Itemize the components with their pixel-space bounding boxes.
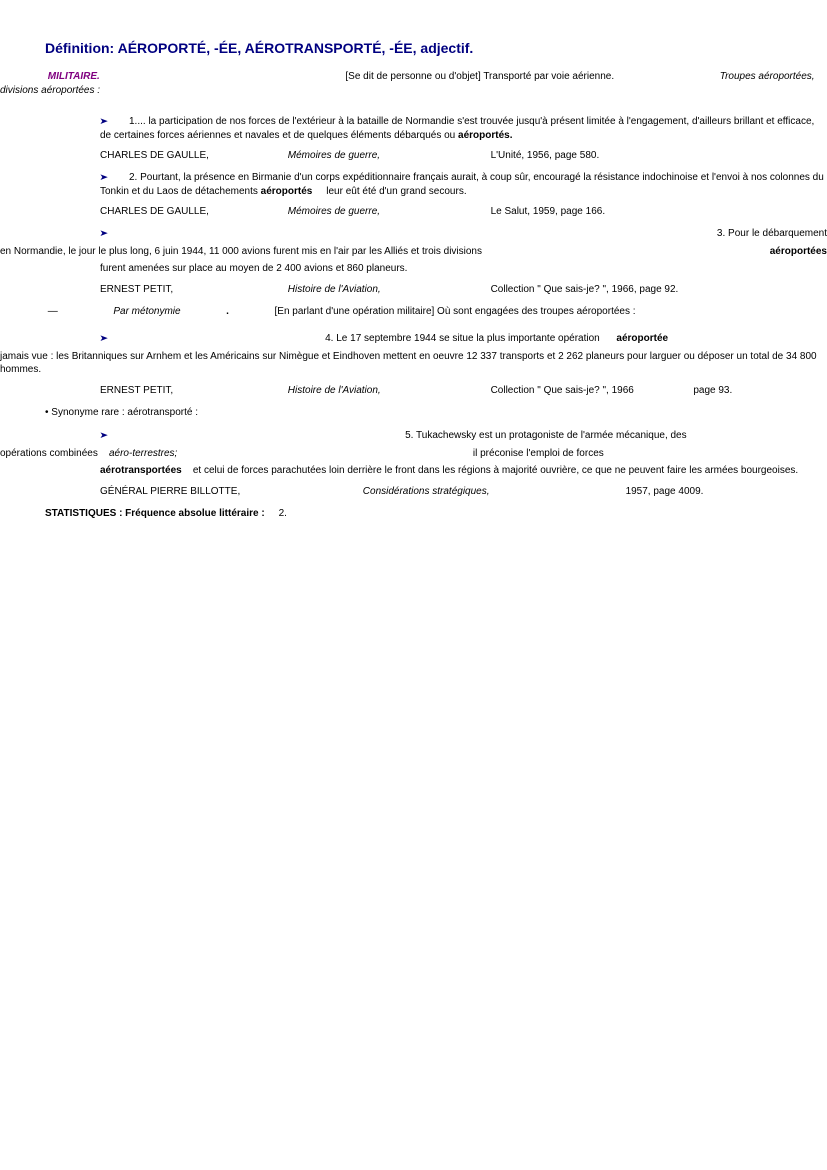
definition-line: MILITAIRE. [Se dit de personne ou d'obje… bbox=[0, 70, 827, 97]
example-5-line2: opérations combinées aéro-terrestres; il… bbox=[0, 447, 827, 461]
example-5-text-c: il préconise l'emploi de forces bbox=[473, 448, 604, 459]
example-3-keyword: aéroportées bbox=[770, 246, 827, 257]
citation-work: Histoire de l'Aviation, bbox=[288, 385, 488, 396]
arrow-icon: ➤ bbox=[99, 115, 108, 127]
citation-source: L'Unité, 1956, page 580. bbox=[491, 150, 791, 161]
synonym-label: • Synonyme rare : aérotransporté : bbox=[45, 407, 198, 418]
example-4-text-c: jamais vue : les Britanniques sur Arnhem… bbox=[0, 351, 817, 376]
citation-author: GÉNÉRAL PIERRE BILLOTTE, bbox=[100, 486, 360, 497]
metonymy-dot: . bbox=[226, 306, 229, 317]
domain-label: MILITAIRE. bbox=[48, 71, 100, 82]
example-5-line3: aérotransportées et celui de forces para… bbox=[0, 464, 827, 478]
example-4-text-a: 4. Le 17 septembre 1944 se situe la plus… bbox=[325, 333, 602, 344]
citation-author: ERNEST PETIT, bbox=[100, 385, 285, 396]
citation-2: CHARLES DE GAULLE, Mémoires de guerre, L… bbox=[100, 206, 827, 217]
example-3-cont: furent amenées sur place au moyen de 2 4… bbox=[0, 262, 827, 276]
example-1-keyword: aéroportés. bbox=[458, 130, 512, 141]
citation-work: Considérations stratégiques, bbox=[363, 486, 623, 497]
citation-5: GÉNÉRAL PIERRE BILLOTTE, Considérations … bbox=[100, 486, 827, 497]
citation-3: ERNEST PETIT, Histoire de l'Aviation, Co… bbox=[100, 284, 827, 295]
example-3-text-c: furent amenées sur place au moyen de 2 4… bbox=[100, 263, 407, 274]
citation-1: CHARLES DE GAULLE, Mémoires de guerre, L… bbox=[100, 150, 827, 161]
example-3-text-a-part1: 3. Pour le débarquement bbox=[717, 228, 827, 239]
example-3: en Normandie, le jour le plus long, 6 ju… bbox=[0, 245, 827, 259]
example-5-keyword-2: aérotransportées bbox=[100, 465, 182, 476]
stats-label: STATISTIQUES : Fréquence absolue littéra… bbox=[45, 508, 265, 519]
metonymy-def: [En parlant d'une opération militaire] O… bbox=[275, 306, 636, 317]
example-2-keyword: aéroportés bbox=[261, 186, 313, 197]
citation-source-b: page 93. bbox=[693, 385, 732, 396]
definition-bracket: [Se dit de personne ou d'objet] Transpor… bbox=[345, 71, 614, 82]
synonym-line: • Synonyme rare : aérotransporté : bbox=[45, 406, 827, 420]
statistics-line: STATISTIQUES : Fréquence absolue littéra… bbox=[45, 507, 827, 521]
citation-source: Le Salut, 1959, page 166. bbox=[491, 206, 791, 217]
citation-4: ERNEST PETIT, Histoire de l'Aviation, Co… bbox=[100, 385, 827, 396]
citation-work: Mémoires de guerre, bbox=[288, 150, 488, 161]
citation-source-a: Collection " Que sais-je? ", 1966 bbox=[491, 385, 691, 396]
citation-author: CHARLES DE GAULLE, bbox=[100, 150, 285, 161]
example-3-text-a-part2: en Normandie, le jour le plus long, 6 ju… bbox=[0, 246, 482, 257]
citation-author: CHARLES DE GAULLE, bbox=[100, 206, 285, 217]
example-4-arrow-row: ➤ 4. Le 17 septembre 1944 se situe la pl… bbox=[0, 332, 827, 346]
metonymy-line: — Par métonymie . [En parlant d'une opér… bbox=[0, 305, 827, 319]
example-2-text-c: leur eût été d'un grand secours. bbox=[326, 186, 466, 197]
arrow-icon: ➤ bbox=[99, 171, 108, 183]
citation-work: Histoire de l'Aviation, bbox=[288, 284, 488, 295]
citation-source: 1957, page 4009. bbox=[626, 486, 704, 497]
metonymy-label: Par métonymie bbox=[113, 306, 180, 317]
arrow-icon: ➤ bbox=[99, 429, 108, 441]
arrow-icon: ➤ bbox=[99, 332, 108, 344]
citation-work: Mémoires de guerre, bbox=[288, 206, 488, 217]
example-5-text-a-part2: opérations combinées bbox=[0, 448, 101, 459]
example-2: ➤ 2. Pourtant, la présence en Birmanie d… bbox=[0, 171, 827, 198]
example-5-keyword-1: aéro-terrestres; bbox=[109, 448, 177, 459]
example-1: ➤ 1.... la participation de nos forces d… bbox=[0, 115, 827, 142]
citation-source: Collection " Que sais-je? ", 1966, page … bbox=[491, 284, 791, 295]
example-5-text-a-part1: 5. Tukachewsky est un protagoniste de l'… bbox=[405, 430, 687, 441]
example-5-text-e: et celui de forces parachutées loin derr… bbox=[193, 465, 798, 476]
example-3-arrow-row: ➤ 3. Pour le débarquement bbox=[0, 227, 827, 241]
arrow-icon: ➤ bbox=[99, 227, 108, 239]
example-4-keyword: aéroportée bbox=[616, 333, 668, 344]
stats-value: 2. bbox=[279, 508, 287, 519]
citation-author: ERNEST PETIT, bbox=[100, 284, 285, 295]
example-5-arrow-row: ➤ 5. Tukachewsky est un protagoniste de … bbox=[0, 429, 827, 443]
example-4: jamais vue : les Britanniques sur Arnhem… bbox=[0, 350, 827, 377]
page-title: Définition: AÉROPORTÉ, -ÉE, AÉROTRANSPOR… bbox=[45, 40, 827, 56]
dash: — bbox=[48, 306, 58, 317]
